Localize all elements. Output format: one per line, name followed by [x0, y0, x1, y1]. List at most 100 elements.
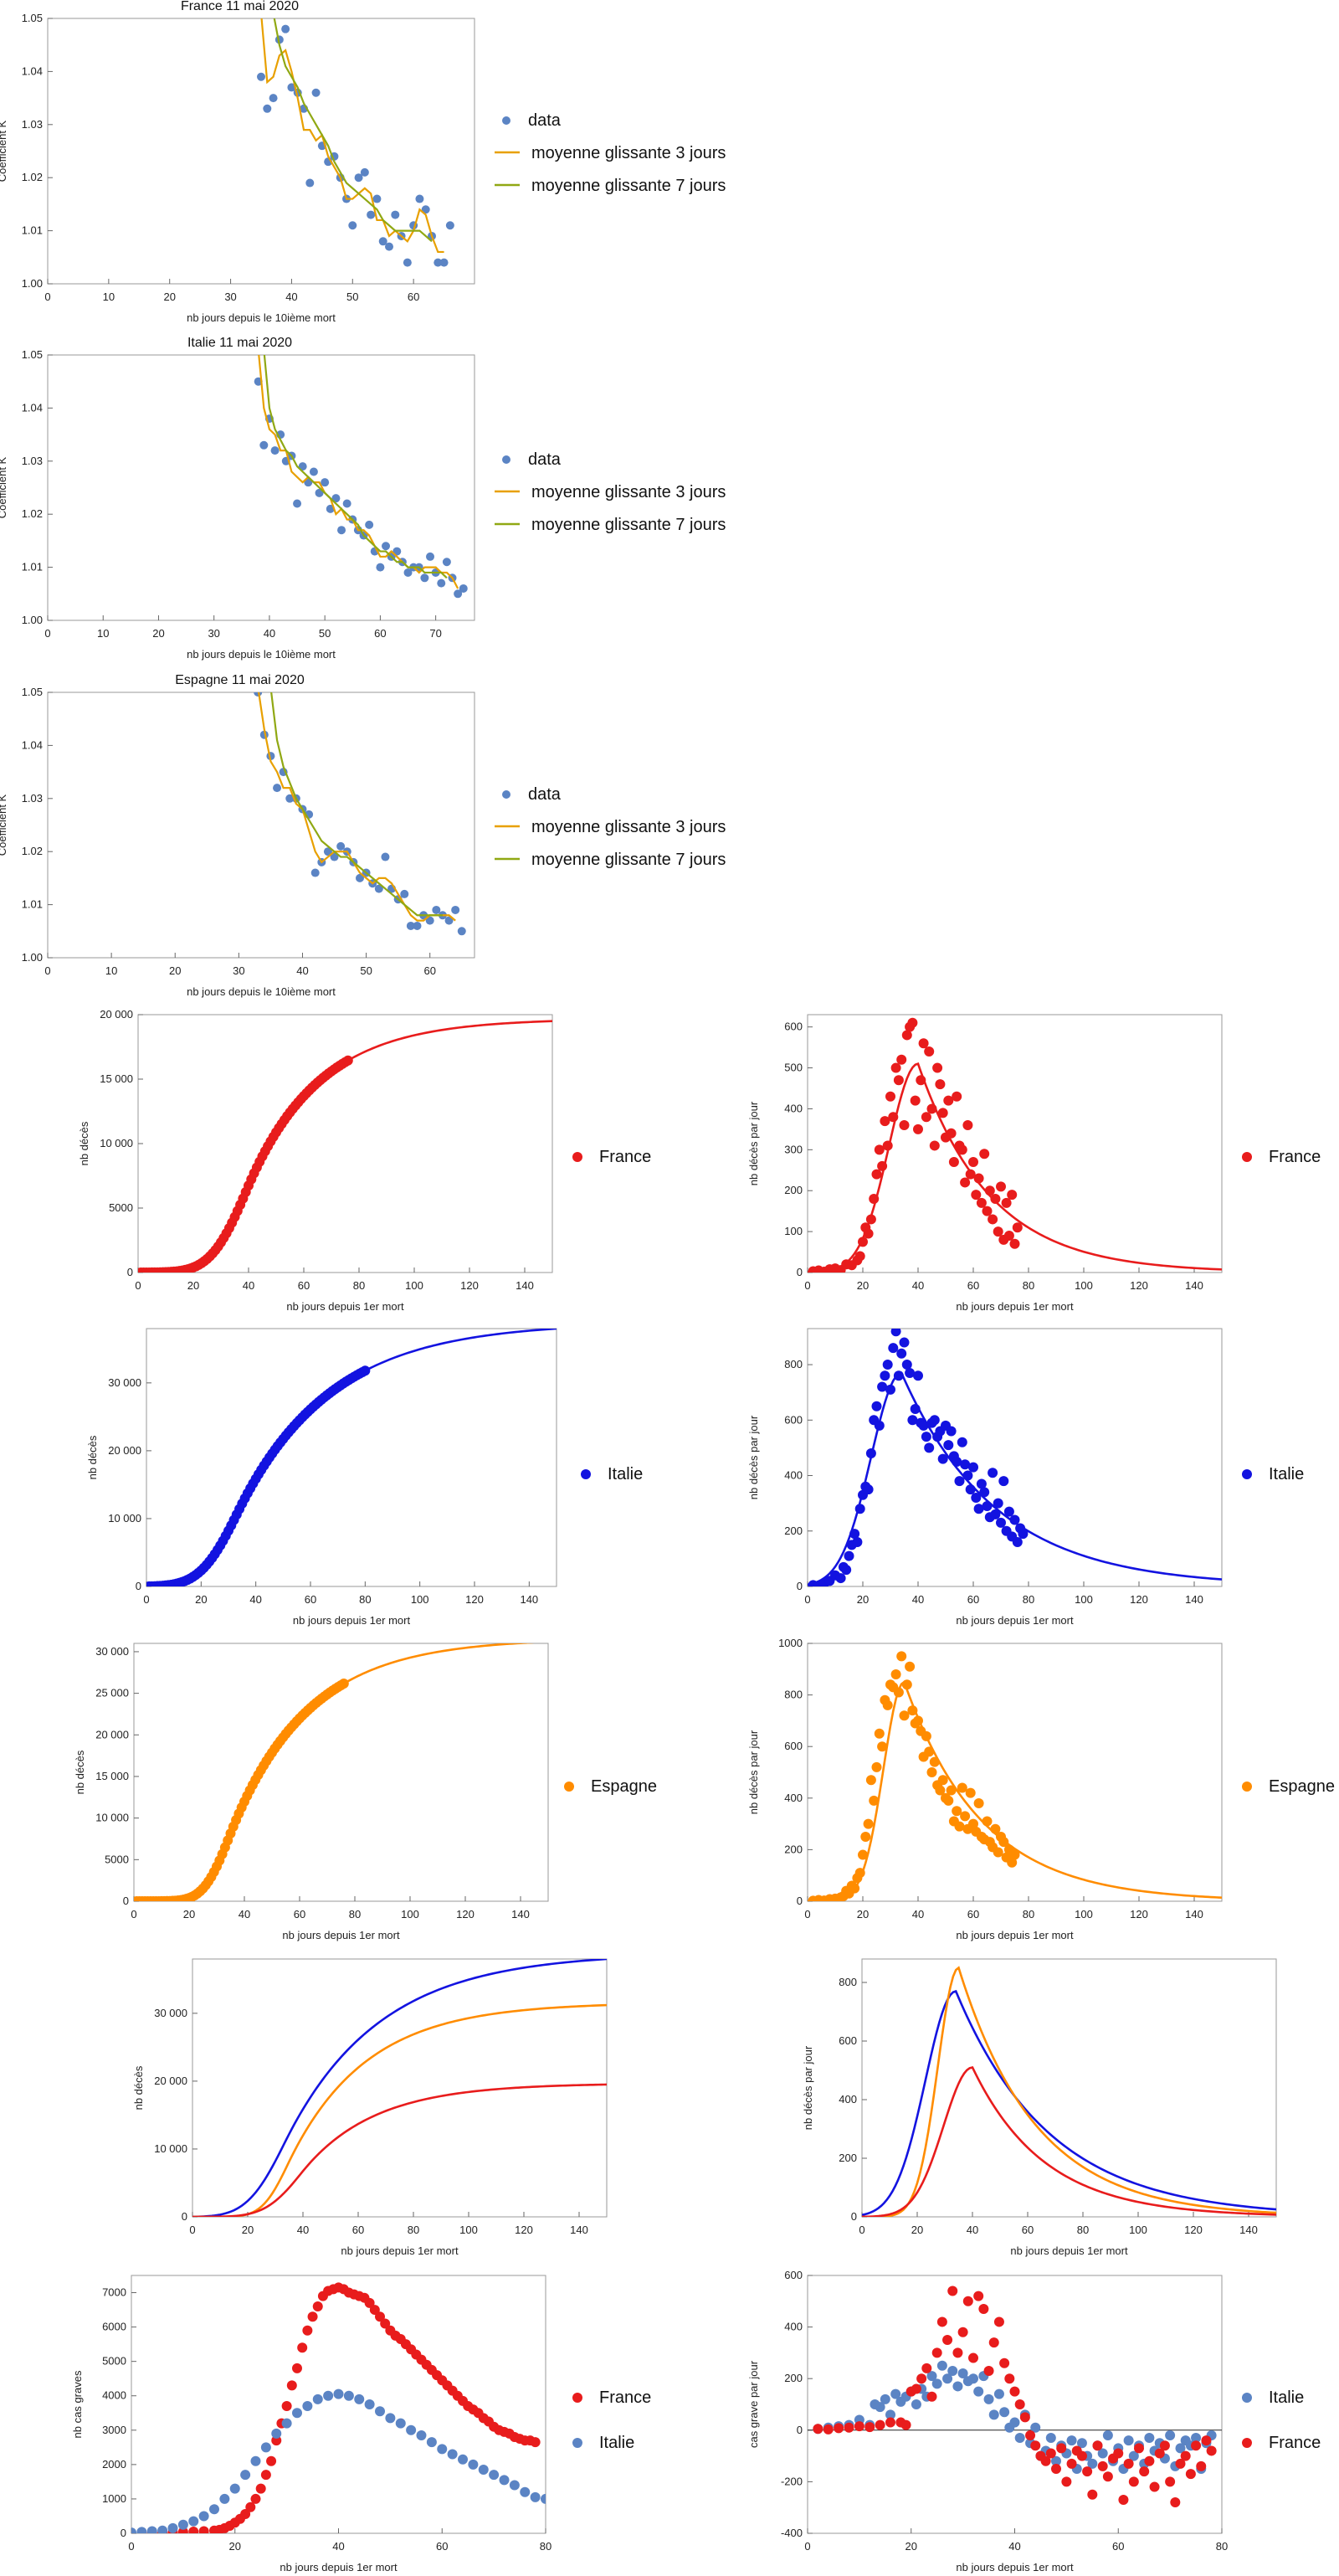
espagne-point: [228, 1821, 239, 1832]
italie-point: [212, 1545, 223, 1555]
france-point: [213, 1241, 223, 1252]
x-tick-label: 100: [1075, 1279, 1093, 1292]
italie-point: [499, 2475, 510, 2486]
x-tick-label: 50: [346, 291, 358, 303]
y-tick-label: 1.00: [22, 614, 43, 626]
y-tick-label: 2000: [102, 2458, 126, 2471]
france-point: [323, 2285, 334, 2296]
x-tick-label: 60: [1022, 2224, 1034, 2236]
italie-point: [824, 1576, 835, 1586]
france-point: [968, 2352, 978, 2363]
france-point: [901, 1030, 912, 1041]
espagne-point: [244, 1785, 255, 1796]
italie-point: [971, 1493, 982, 1504]
france-point: [326, 1066, 336, 1077]
italie-point: [921, 2391, 932, 2402]
italie-point: [1009, 2417, 1020, 2428]
x-tick-label: 80: [1023, 1279, 1034, 1292]
y-tick-label: 1.04: [22, 401, 43, 414]
italie-point: [207, 1552, 218, 1563]
italie-point: [844, 1550, 854, 1561]
france-point: [965, 1169, 976, 1180]
italie-point: [858, 1489, 868, 1500]
x-tick-label: 0: [189, 2224, 195, 2236]
france-point: [824, 1264, 835, 1273]
espagne-point: [899, 1710, 910, 1721]
france-point: [893, 1075, 904, 1086]
italie-point: [871, 1401, 882, 1411]
plot-area: [192, 1959, 607, 2217]
italie-point: [1004, 2422, 1015, 2433]
france-point: [463, 2401, 474, 2412]
italie-point: [426, 2437, 437, 2448]
italie-point: [187, 1571, 198, 1582]
espagne-point: [195, 1886, 206, 1897]
y-axis-label: Coefficient K: [0, 456, 8, 518]
italie-point: [1014, 2433, 1025, 2444]
italie-point: [957, 2368, 968, 2379]
italie-point: [256, 1464, 267, 1475]
italie-point: [489, 2470, 500, 2481]
france-point: [458, 2395, 468, 2406]
italie-point: [1123, 2435, 1134, 2446]
italie-point: [357, 1366, 368, 1377]
italie-point: [250, 1473, 261, 1484]
data-point: [451, 905, 460, 914]
x-tick-label: 0: [804, 1908, 810, 1920]
italie-point: [965, 1484, 976, 1495]
france-point: [1144, 2455, 1155, 2466]
france-point: [333, 2282, 344, 2293]
italie-point: [343, 2390, 354, 2401]
data-point: [406, 921, 415, 930]
data-point: [414, 563, 423, 572]
italie-point: [968, 1462, 978, 1473]
france-point: [1045, 2448, 1056, 2459]
france-point: [406, 2344, 417, 2355]
italie-point: [1159, 2453, 1170, 2464]
italie-point: [844, 2419, 854, 2430]
france-point: [265, 1136, 276, 1147]
y-tick-label: 30 000: [154, 2007, 187, 2019]
espagne-point: [988, 1842, 998, 1853]
france-point: [882, 1140, 893, 1151]
espagne-point: [261, 1756, 272, 1766]
espagne-point: [159, 1895, 170, 1901]
italie-point: [146, 1581, 155, 1586]
y-tick-label: 20 000: [95, 1728, 129, 1740]
france-point: [988, 2337, 999, 2348]
italie-point: [880, 1370, 890, 1381]
x-tick-label: 40: [967, 2224, 978, 2236]
x-tick-label: 100: [459, 2224, 478, 2236]
italie-point: [860, 1481, 871, 1492]
france-point: [249, 1168, 259, 1179]
espagne-point: [167, 1895, 178, 1901]
italie-point: [983, 2393, 994, 2404]
data-point: [448, 573, 457, 583]
france-point: [834, 2423, 844, 2434]
espagne-point: [1003, 1844, 1014, 1855]
italie-point: [302, 1406, 313, 1417]
espagne-point: [305, 1702, 316, 1713]
x-tick-label: 80: [353, 1279, 365, 1292]
y-tick-label: 1.02: [22, 171, 43, 183]
x-tick-label: 40: [285, 291, 297, 303]
x-tick-label: 40: [239, 1908, 250, 1920]
italie-point: [1001, 1525, 1012, 1536]
italie-point: [349, 1371, 360, 1382]
italie-point: [240, 2470, 251, 2481]
espagne-point: [214, 1855, 225, 1866]
espagne-point: [162, 1895, 172, 1901]
y-tick-label: 20 000: [108, 1444, 141, 1457]
italie-point: [333, 2388, 344, 2399]
france-point: [219, 2522, 230, 2533]
data-point: [378, 237, 387, 246]
plot-frame: [47, 18, 475, 285]
y-tick-label: 1.03: [22, 118, 43, 131]
x-tick-label: 0: [128, 2540, 134, 2553]
france-point: [830, 1263, 840, 1273]
italie-point: [385, 2413, 396, 2424]
italie-point: [1149, 2445, 1160, 2456]
x-tick-label: 60: [967, 1593, 979, 1606]
